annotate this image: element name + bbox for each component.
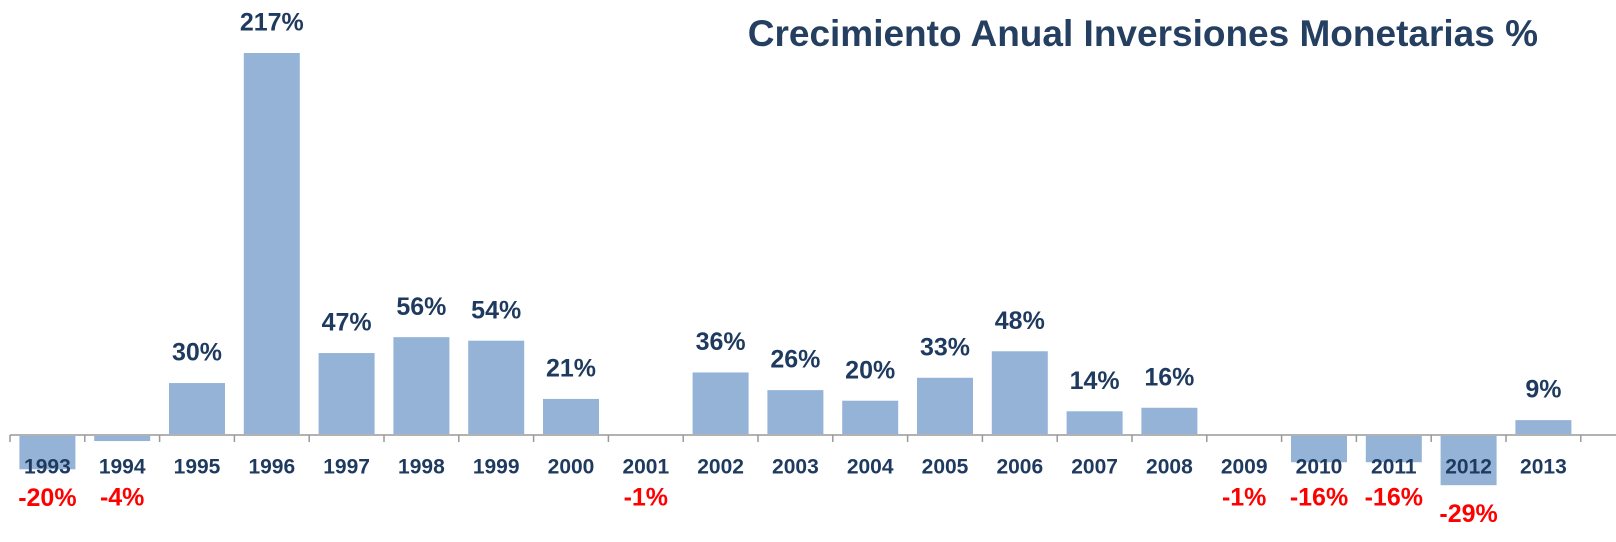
bar [466, 338, 527, 437]
data-label: 33% [920, 333, 970, 361]
x-tick-label: 2006 [996, 456, 1043, 479]
x-tick-label: 2002 [697, 456, 744, 479]
bar [541, 396, 601, 437]
x-tick-label: 2011 [1371, 456, 1417, 479]
bar [915, 375, 975, 437]
bar [1139, 405, 1200, 437]
data-label: 26% [770, 346, 820, 374]
data-label: 54% [471, 296, 521, 324]
x-tick-label: 1999 [473, 456, 520, 479]
data-label: 47% [322, 309, 372, 337]
x-tick-label: 2010 [1296, 456, 1343, 479]
x-tick-label: 2008 [1146, 456, 1193, 479]
x-tick-label: 2007 [1071, 456, 1118, 479]
bar [92, 434, 153, 444]
x-tick-label: 1995 [174, 456, 221, 479]
bar [167, 381, 227, 436]
data-label: 217% [240, 9, 304, 37]
x-tick-label: 2004 [847, 456, 894, 479]
bar [1363, 434, 1424, 465]
bar [17, 434, 78, 472]
data-label: 9% [1525, 376, 1561, 404]
data-label: 36% [696, 328, 746, 356]
data-label: -1% [624, 484, 668, 512]
bar [690, 370, 751, 436]
x-tick-label: 2003 [772, 456, 819, 479]
data-label: 20% [845, 356, 895, 384]
bar [391, 335, 452, 436]
data-label: 14% [1070, 367, 1120, 395]
bar [1513, 418, 1574, 436]
bar [316, 351, 377, 436]
data-label: -16% [1365, 484, 1423, 512]
x-tick-label: 1993 [24, 456, 71, 479]
x-tick-label: 2000 [548, 456, 595, 479]
data-label: -20% [18, 484, 76, 512]
data-label: -29% [1439, 500, 1497, 528]
data-label: 56% [396, 293, 446, 321]
x-tick-label: 2012 [1445, 456, 1492, 479]
x-tick-label: 2009 [1221, 456, 1268, 479]
data-label: 21% [546, 355, 596, 383]
bar [241, 51, 302, 436]
data-label: -16% [1290, 484, 1348, 512]
x-tick-label: 1997 [323, 456, 370, 479]
x-tick-label: 2001 [622, 456, 669, 479]
bar [989, 349, 1050, 436]
bar [765, 388, 826, 436]
data-label: -4% [100, 484, 144, 512]
x-tick-label: 1994 [99, 456, 146, 479]
bar [840, 398, 901, 437]
data-label: 16% [1144, 363, 1194, 391]
x-tick-label: 1996 [248, 456, 295, 479]
data-label: -1% [1222, 484, 1266, 512]
data-label: 30% [172, 339, 222, 367]
chart-title: Crecimiento Anual Inversiones Monetarias… [747, 13, 1538, 54]
x-tick-label: 2013 [1520, 456, 1567, 479]
x-tick-label: 2005 [922, 456, 969, 479]
data-label: 48% [995, 307, 1045, 335]
x-tick-label: 1998 [398, 456, 445, 479]
bar [1289, 434, 1349, 465]
bar [1064, 409, 1125, 436]
